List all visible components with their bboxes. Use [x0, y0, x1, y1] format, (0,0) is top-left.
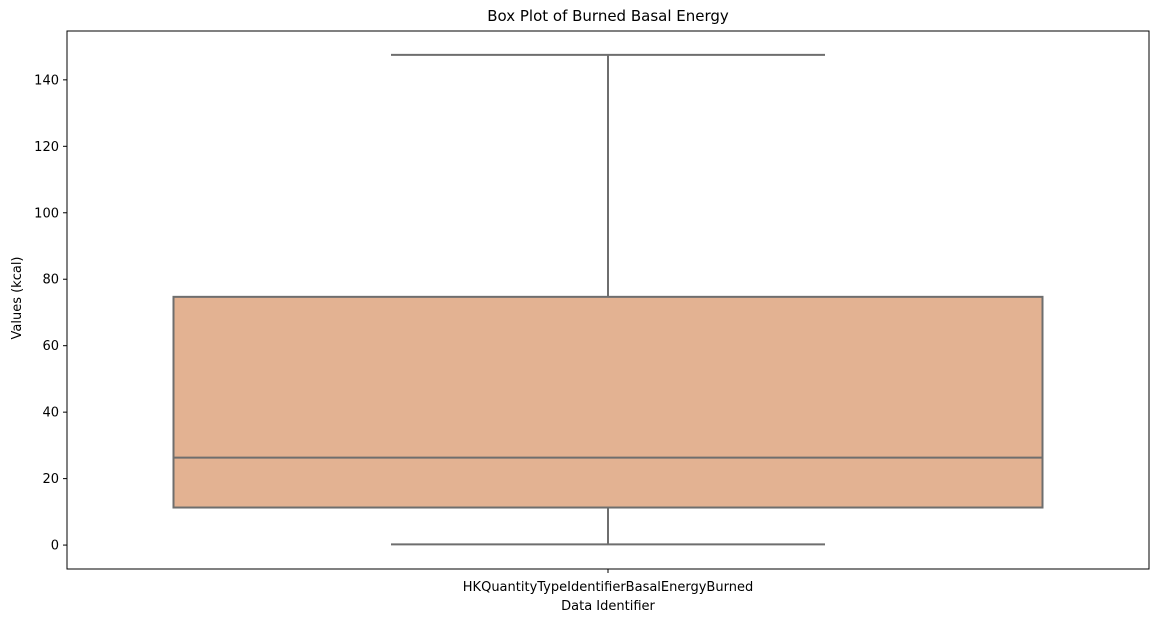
y-tick-label: 40 — [42, 406, 59, 421]
x-axis-label: Data Identifier — [561, 599, 655, 614]
y-tick-label: 0 — [51, 539, 59, 554]
y-tick-label: 60 — [42, 339, 59, 354]
chart-title: Box Plot of Burned Basal Energy — [487, 7, 729, 25]
y-tick-label: 80 — [42, 273, 59, 288]
y-axis-label: Values (kcal) — [10, 256, 25, 339]
x-tick-label: HKQuantityTypeIdentifierBasalEnergyBurne… — [463, 580, 753, 595]
plot-area: 0 20 40 60 80 100 120 140 HKQuantityTypeIdentifi… — [34, 53, 1044, 595]
y-tick-label: 120 — [34, 140, 59, 155]
box-body — [172, 295, 1044, 509]
y-tick-label: 20 — [42, 472, 59, 487]
axes-frame — [66, 30, 1150, 570]
y-tick-label: 140 — [34, 73, 59, 88]
y-tick-label: 100 — [34, 206, 59, 221]
